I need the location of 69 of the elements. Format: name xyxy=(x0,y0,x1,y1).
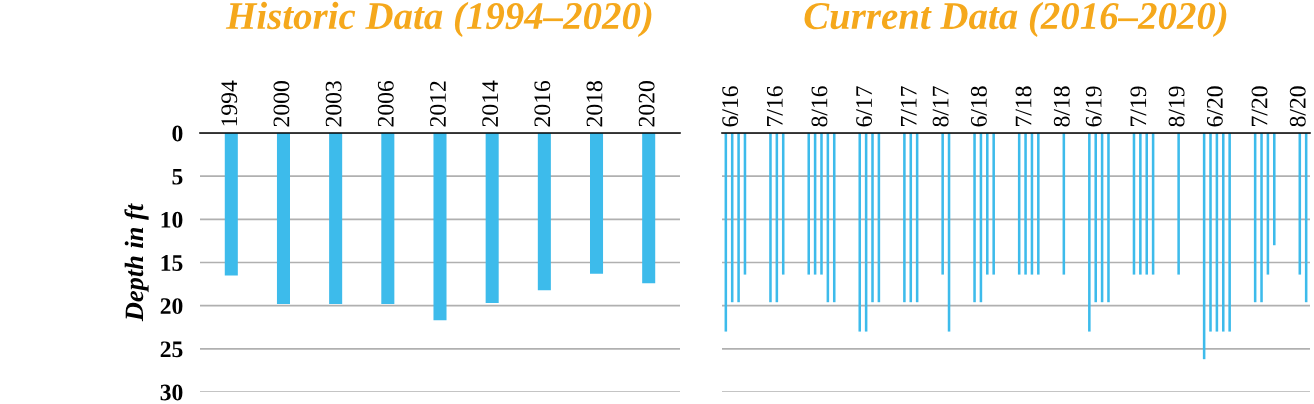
bar xyxy=(737,133,740,303)
bar xyxy=(590,133,604,274)
y-tick-label: 0 xyxy=(172,125,183,142)
bar xyxy=(807,133,811,275)
x-tick-label: 2014 xyxy=(482,80,499,127)
x-tick-label: 8/20 xyxy=(1289,86,1306,127)
bar xyxy=(903,133,906,303)
bar xyxy=(986,133,989,275)
bar xyxy=(276,133,290,304)
bar xyxy=(1139,133,1142,275)
x-tick-label: 2003 xyxy=(325,81,342,127)
bar xyxy=(1094,133,1097,303)
y-tick-label: 5 xyxy=(172,168,183,185)
x-tick-label: 6/17 xyxy=(856,86,873,127)
bar xyxy=(832,133,836,303)
chart-title: Current Data (2016–2020) xyxy=(804,1,1227,38)
bar xyxy=(1260,133,1263,303)
bar xyxy=(909,133,913,303)
x-tick-label: 7/18 xyxy=(1015,86,1032,126)
x-tick-label: 2020 xyxy=(638,81,655,127)
x-tick-label: 7/19 xyxy=(1130,86,1147,126)
bar xyxy=(769,133,772,303)
bar xyxy=(1088,133,1091,332)
chart-title: Historic Data (1994–2020) xyxy=(225,1,652,38)
bar xyxy=(858,133,862,332)
x-tick-label: 8/18 xyxy=(1053,86,1070,127)
x-tick-label: 6/19 xyxy=(1085,86,1102,127)
bar xyxy=(1177,133,1180,275)
bar xyxy=(1145,133,1149,275)
x-tick-label: 8/19 xyxy=(1168,86,1185,127)
bar xyxy=(642,133,656,284)
x-tick-label: 6/18 xyxy=(970,86,987,127)
x-tick-label: 8/17 xyxy=(932,86,949,127)
bar xyxy=(537,133,551,291)
x-tick-label: 2000 xyxy=(273,81,290,127)
x-tick-label: 2018 xyxy=(586,81,603,127)
x-tick-label: 1994 xyxy=(221,80,238,126)
y-axis-title: Depth in ft xyxy=(124,203,149,322)
x-tick-label: 2012 xyxy=(429,81,446,127)
x-tick-label: 2006 xyxy=(377,80,394,127)
bar xyxy=(941,133,944,275)
bar xyxy=(1209,133,1212,332)
x-tick-label: 8/16 xyxy=(811,86,828,127)
bar xyxy=(381,133,395,304)
y-tick-label: 10 xyxy=(161,211,183,228)
bar xyxy=(485,133,499,304)
y-tick-label: 15 xyxy=(161,255,183,271)
bar xyxy=(973,133,976,303)
bar xyxy=(992,133,995,275)
bar xyxy=(871,133,874,303)
x-tick-label: 6/20 xyxy=(1206,86,1223,127)
x-tick-label: 7/20 xyxy=(1251,86,1268,126)
bar xyxy=(329,133,343,304)
x-tick-label: 6/16 xyxy=(722,86,739,127)
y-tick-label: 25 xyxy=(160,341,183,358)
bar xyxy=(1107,133,1110,303)
bar xyxy=(1037,133,1040,275)
bar xyxy=(433,133,447,321)
bar xyxy=(224,133,238,276)
y-tick-label: 20 xyxy=(160,298,183,315)
y-tick-label: 30 xyxy=(160,384,183,401)
bar xyxy=(820,133,823,275)
bar xyxy=(1221,133,1225,332)
bar xyxy=(1228,133,1231,332)
bar xyxy=(1024,133,1027,275)
x-tick-label: 2016 xyxy=(534,80,551,127)
x-tick-label: 7/16 xyxy=(766,86,783,126)
bar xyxy=(1273,133,1276,246)
x-tick-label: 7/17 xyxy=(900,86,917,126)
